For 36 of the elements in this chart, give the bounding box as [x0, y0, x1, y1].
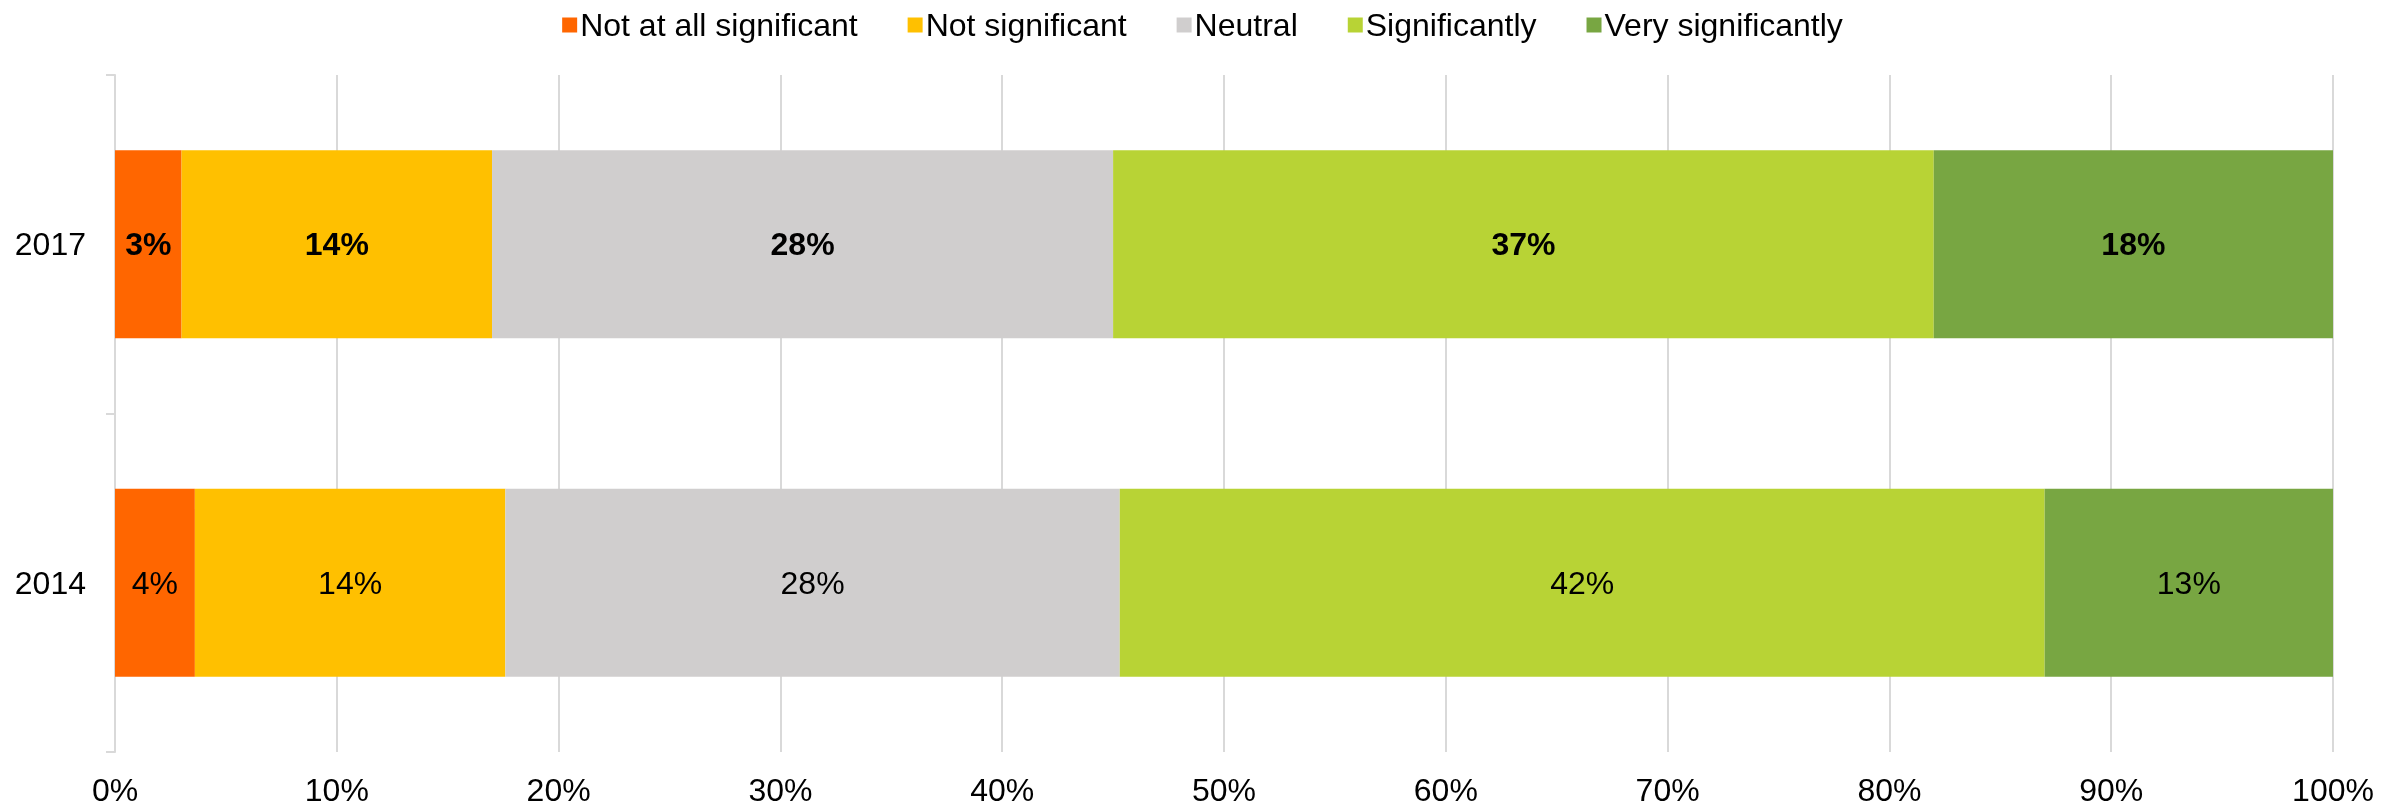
- data-label: 4%: [131, 564, 179, 601]
- x-tick-label: 30%: [748, 772, 813, 806]
- x-tick-label: 0%: [91, 772, 139, 806]
- x-tick-label: 60%: [1413, 772, 1478, 806]
- x-tick-label: 70%: [1635, 772, 1700, 806]
- bar: [115, 488, 195, 677]
- bar: [194, 488, 506, 677]
- x-tick-label: 50%: [1191, 772, 1257, 806]
- bar: [1933, 150, 2333, 339]
- legend-label: Not at all significant: [580, 7, 858, 43]
- bar: [1119, 488, 2045, 677]
- x-tick-label: 20%: [526, 772, 591, 806]
- bar: [181, 150, 493, 339]
- y-tick-label: 2014: [14, 564, 86, 601]
- bar: [2044, 488, 2333, 677]
- data-label: 42%: [1550, 564, 1615, 601]
- data-label: 3%: [125, 226, 172, 263]
- legend-label: Significantly: [1365, 7, 1537, 43]
- y-tick-label: 2017: [14, 226, 86, 263]
- data-label: 14%: [318, 564, 383, 601]
- data-label: 18%: [2101, 226, 2166, 263]
- data-label: 14%: [304, 226, 369, 263]
- x-tick-label: 40%: [970, 772, 1035, 806]
- x-tick-label: 100%: [2292, 772, 2374, 806]
- bar: [115, 150, 182, 339]
- x-tick-label: 10%: [304, 772, 369, 806]
- data-label: 13%: [2156, 564, 2221, 601]
- data-label: 28%: [770, 226, 835, 263]
- legend-label: Neutral: [1194, 7, 1298, 43]
- bar: [1113, 150, 1934, 339]
- x-tick-label: 90%: [2079, 772, 2144, 806]
- data-label: 28%: [780, 564, 845, 601]
- legend-label: Very significantly: [1604, 7, 1843, 43]
- legend-label: Not significant: [925, 7, 1127, 43]
- data-label: 37%: [1491, 226, 1556, 263]
- x-tick-label: 80%: [1857, 772, 1922, 806]
